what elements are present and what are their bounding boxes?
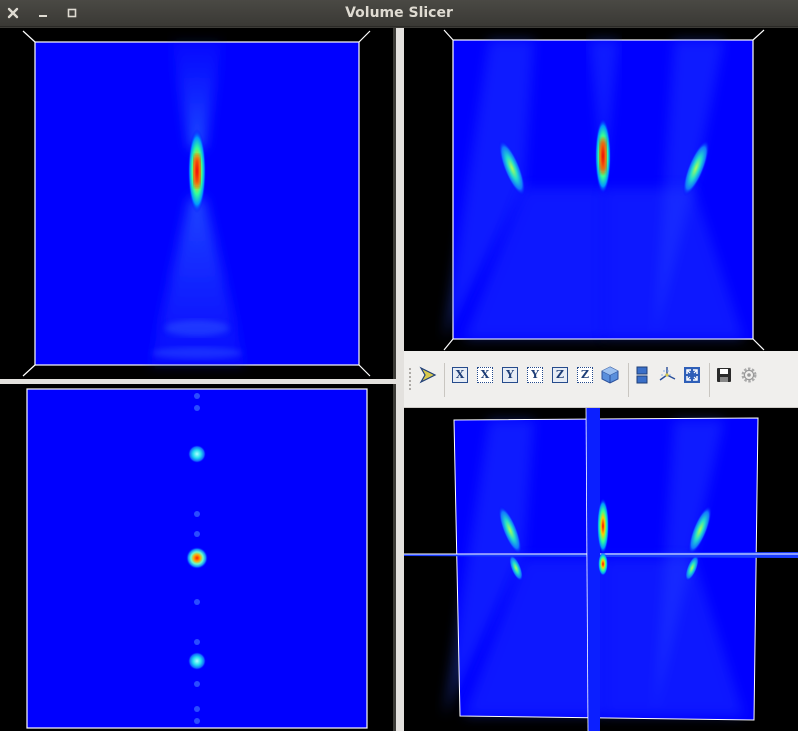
view-y-minus-icon: Y [527, 367, 543, 383]
save-scene-icon [717, 368, 731, 382]
save-scene-button[interactable] [714, 365, 734, 385]
beam-intensity-slice [444, 40, 744, 339]
view-z-minus-button[interactable]: Z [575, 365, 595, 385]
toggle-parallel-projection-button[interactable] [632, 365, 652, 385]
scene-toolbar: X X Y Y Z Z [404, 351, 798, 408]
full-screen-icon [684, 367, 700, 383]
3d-volume-view[interactable] [404, 408, 798, 731]
view-x-plus-button[interactable]: X [450, 365, 470, 385]
vertical-splitter[interactable] [396, 28, 404, 731]
view-z-plus-button[interactable]: Z [550, 365, 570, 385]
view-x-plus-icon: X [452, 367, 468, 383]
minimize-icon [39, 15, 47, 17]
window-titlebar: Volume Slicer [0, 0, 798, 27]
mayavi-logo-icon [419, 366, 437, 384]
front-slice-view[interactable] [404, 28, 798, 351]
horizontal-splitter[interactable] [0, 379, 396, 384]
maximize-icon [67, 8, 77, 18]
configure-scene-button[interactable] [739, 365, 759, 385]
toolbar-separator [444, 363, 445, 397]
isometric-view-icon [601, 366, 619, 384]
view-y-minus-button[interactable]: Y [525, 365, 545, 385]
full-screen-button[interactable] [682, 365, 702, 385]
toolbar-separator [628, 363, 629, 397]
side-slice-view[interactable] [0, 28, 393, 379]
view-x-minus-button[interactable]: X [475, 365, 495, 385]
toggle-axes-indicator-icon [659, 367, 676, 381]
view-z-minus-icon: Z [577, 367, 593, 383]
toolbar-separator [709, 363, 710, 397]
close-icon [7, 7, 19, 19]
view-y-plus-button[interactable]: Y [500, 365, 520, 385]
toolbar-grip[interactable] [408, 367, 412, 391]
isometric-view-button[interactable] [600, 365, 620, 385]
beam-intensity-slice [150, 42, 245, 365]
toggle-axes-indicator-button[interactable] [657, 365, 677, 385]
view-z-plus-icon: Z [552, 367, 568, 383]
configure-scene-icon [741, 367, 757, 383]
top-slice-view[interactable] [0, 384, 393, 731]
mayavi-logo-button[interactable] [418, 365, 438, 385]
view-y-plus-icon: Y [502, 367, 518, 383]
beam-intensity-slice [186, 393, 208, 724]
window-title: Volume Slicer [345, 5, 453, 21]
side-slice-plane [585, 408, 609, 731]
maximize-window-button[interactable] [64, 5, 80, 21]
view-x-minus-icon: X [477, 367, 493, 383]
toggle-parallel-projection-icon [636, 366, 648, 384]
close-window-button[interactable] [5, 5, 21, 21]
minimize-window-button[interactable] [35, 5, 51, 21]
